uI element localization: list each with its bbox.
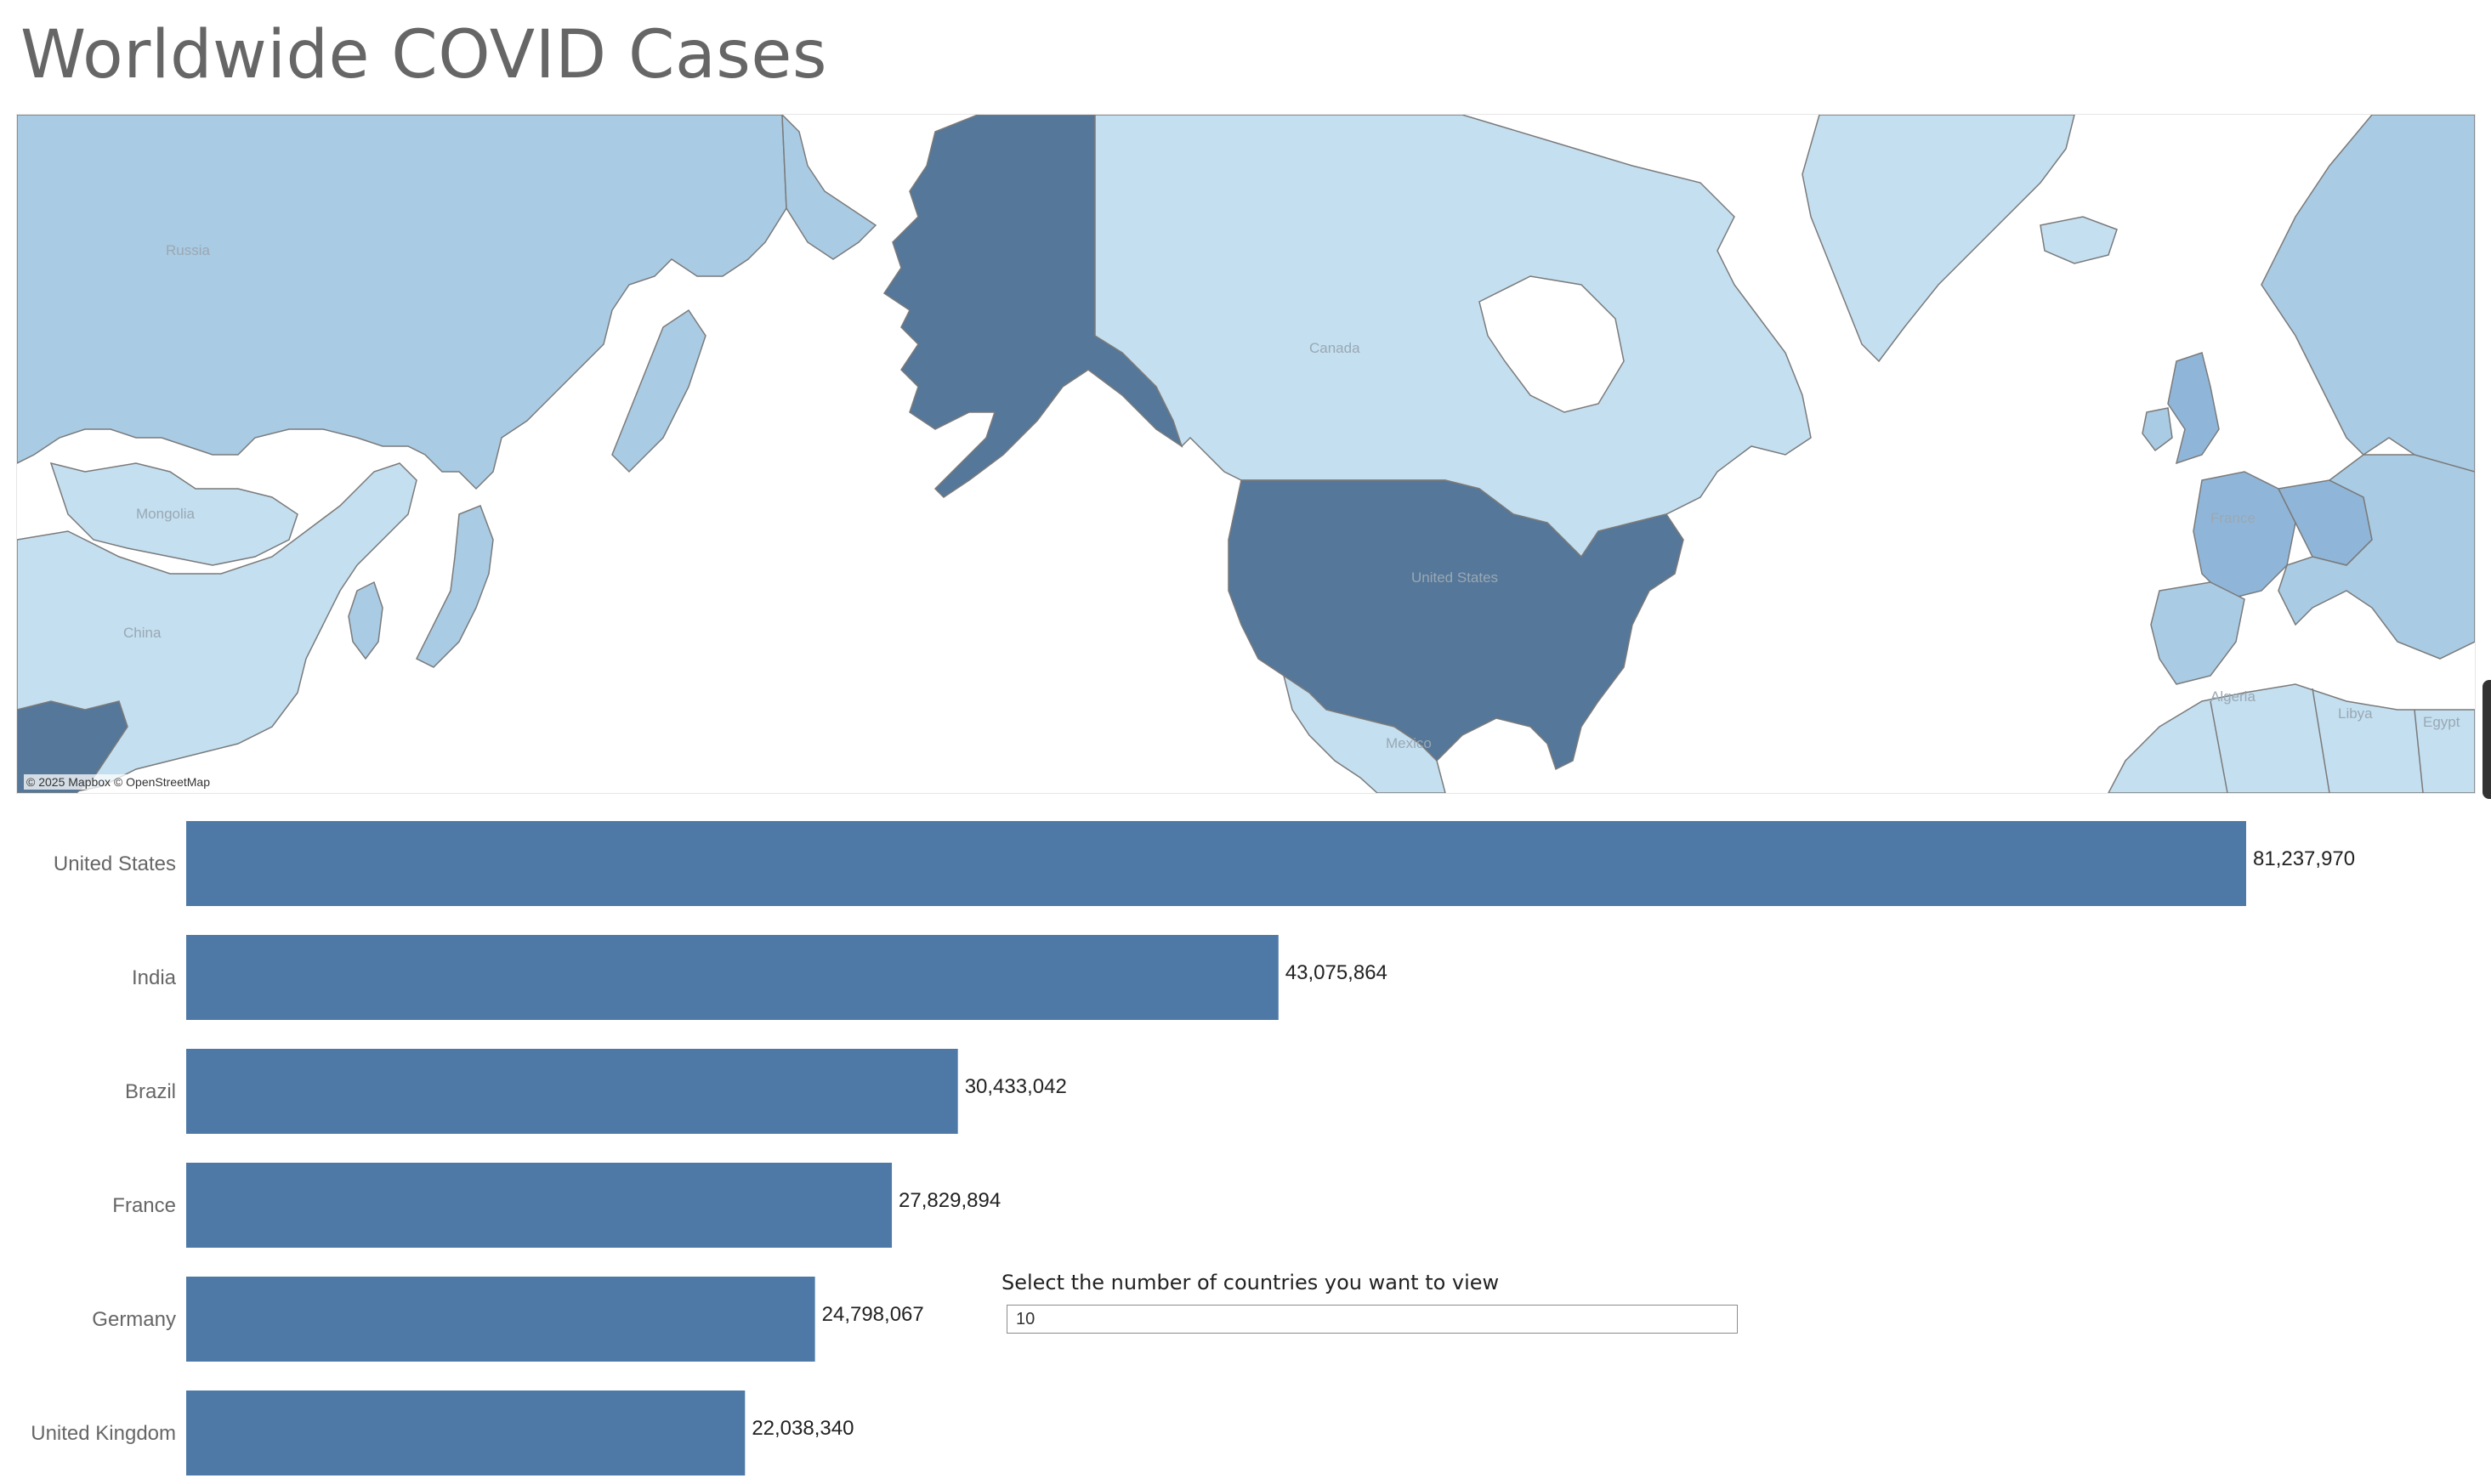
map-label-libya: Libya: [2338, 705, 2373, 722]
map-region-france[interactable]: [2193, 471, 2296, 600]
category-label: United States: [54, 852, 176, 875]
map-canvas[interactable]: Russia Canada Mongolia China United Stat…: [17, 115, 2475, 793]
value-label: 30,433,042: [965, 1075, 1067, 1098]
map-border-north-africa-2: [2312, 688, 2330, 793]
map-region-korea[interactable]: [348, 581, 383, 660]
map-label-egypt: Egypt: [2423, 714, 2460, 730]
map-region-ireland[interactable]: [2142, 407, 2173, 452]
map-region-iceland[interactable]: [2040, 216, 2118, 264]
page-title: Worldwide COVID Cases: [20, 17, 828, 93]
map-region-north-africa[interactable]: [2108, 683, 2475, 793]
map-attribution[interactable]: © 2025 Mapbox © OpenStreetMap: [24, 774, 213, 790]
parameter-control: Select the number of countries you want …: [1002, 1271, 1750, 1334]
bar-united-kingdom[interactable]: [186, 1391, 746, 1476]
map-region-india[interactable]: [17, 700, 128, 793]
parameter-label: Select the number of countries you want …: [1002, 1271, 1500, 1294]
map-label-china: China: [123, 625, 162, 641]
map-region-chukotka[interactable]: [781, 115, 877, 260]
category-label: United Kingdom: [31, 1422, 176, 1445]
map-region-scandinavia[interactable]: [2261, 115, 2475, 490]
map-label-mexico: Mexico: [1386, 735, 1432, 751]
map-region-mongolia[interactable]: [49, 462, 298, 566]
value-label: 81,237,970: [2253, 847, 2355, 870]
bar-brazil[interactable]: [186, 1049, 958, 1134]
map-border-north-africa-3: [2414, 709, 2424, 793]
map-region-greenland[interactable]: [1802, 115, 2075, 363]
bar-chart: United States 81,237,970 India 43,075,864 Br…: [0, 807, 2491, 1484]
category-label: Germany: [92, 1308, 176, 1331]
map-label-algeria: Algeria: [2210, 688, 2256, 705]
category-label: France: [112, 1194, 176, 1217]
map-border-north-africa-1: [2210, 700, 2228, 793]
map-label-canada: Canada: [1309, 340, 1360, 356]
bar-germany[interactable]: [186, 1277, 815, 1362]
bar-united-states[interactable]: [186, 821, 2246, 906]
bar-france[interactable]: [186, 1163, 893, 1248]
value-label: 43,075,864: [1285, 961, 1387, 984]
map-region-united-kingdom[interactable]: [2167, 352, 2220, 465]
map-water-hudson-bay: [1478, 275, 1625, 413]
map-scroll-handle[interactable]: [2482, 680, 2491, 799]
map-region-iberia[interactable]: [2150, 581, 2245, 685]
value-label: 27,829,894: [899, 1189, 1001, 1212]
bar-india[interactable]: [186, 935, 1279, 1020]
map-label-united-states: United States: [1411, 569, 1498, 586]
category-label: Brazil: [125, 1080, 176, 1103]
map-region-russia[interactable]: [17, 115, 787, 490]
bar-chart-canvas: United States 81,237,970 India 43,075,864 Br…: [31, 821, 2355, 1476]
choropleth-map[interactable]: Russia Canada Mongolia China United Stat…: [16, 114, 2476, 794]
value-label: 24,798,067: [822, 1303, 924, 1326]
country-count-input[interactable]: [1007, 1305, 1738, 1334]
map-region-eastern-europe[interactable]: [2278, 454, 2475, 660]
category-label: India: [132, 966, 177, 989]
map-label-russia: Russia: [166, 242, 211, 258]
map-label-france: France: [2210, 510, 2256, 526]
map-label-mongolia: Mongolia: [136, 506, 196, 522]
map-region-japan[interactable]: [415, 505, 494, 668]
map-region-mexico[interactable]: [1282, 674, 1446, 793]
map-region-kamchatka[interactable]: [611, 309, 706, 473]
value-label: 22,038,340: [752, 1417, 854, 1440]
